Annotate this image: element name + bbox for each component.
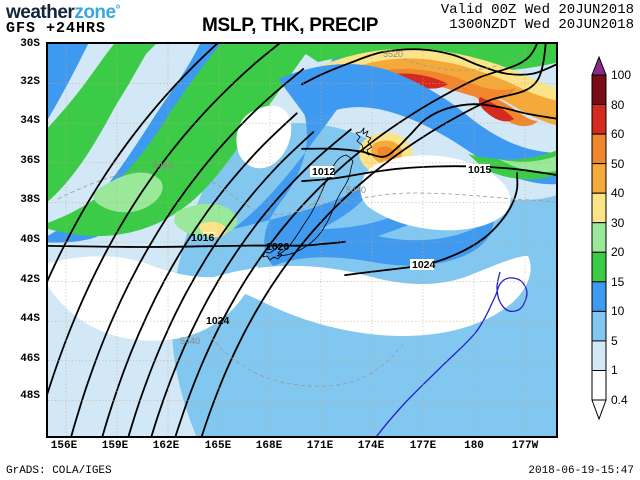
svg-text:1020: 1020	[266, 241, 290, 253]
svg-text:50: 50	[611, 157, 625, 171]
svg-text:5440: 5440	[153, 160, 173, 170]
svg-text:1024: 1024	[206, 315, 230, 327]
svg-text:1012: 1012	[312, 166, 336, 178]
svg-text:80: 80	[611, 98, 625, 112]
svg-text:10: 10	[611, 304, 625, 318]
svg-text:1: 1	[611, 363, 618, 377]
svg-text:1015: 1015	[468, 164, 492, 176]
svg-text:5520: 5520	[383, 49, 403, 59]
svg-text:5: 5	[611, 334, 618, 348]
svg-text:60: 60	[611, 127, 625, 141]
svg-text:1024: 1024	[412, 259, 436, 271]
svg-text:40: 40	[611, 186, 625, 200]
svg-text:100: 100	[611, 68, 631, 82]
svg-text:20: 20	[611, 245, 625, 259]
svg-text:1016: 1016	[191, 232, 215, 244]
svg-text:15: 15	[611, 275, 625, 289]
svg-text:0.4: 0.4	[611, 393, 628, 407]
svg-text:5440: 5440	[346, 185, 366, 195]
svg-text:5440: 5440	[180, 336, 200, 346]
svg-text:30: 30	[611, 216, 625, 230]
